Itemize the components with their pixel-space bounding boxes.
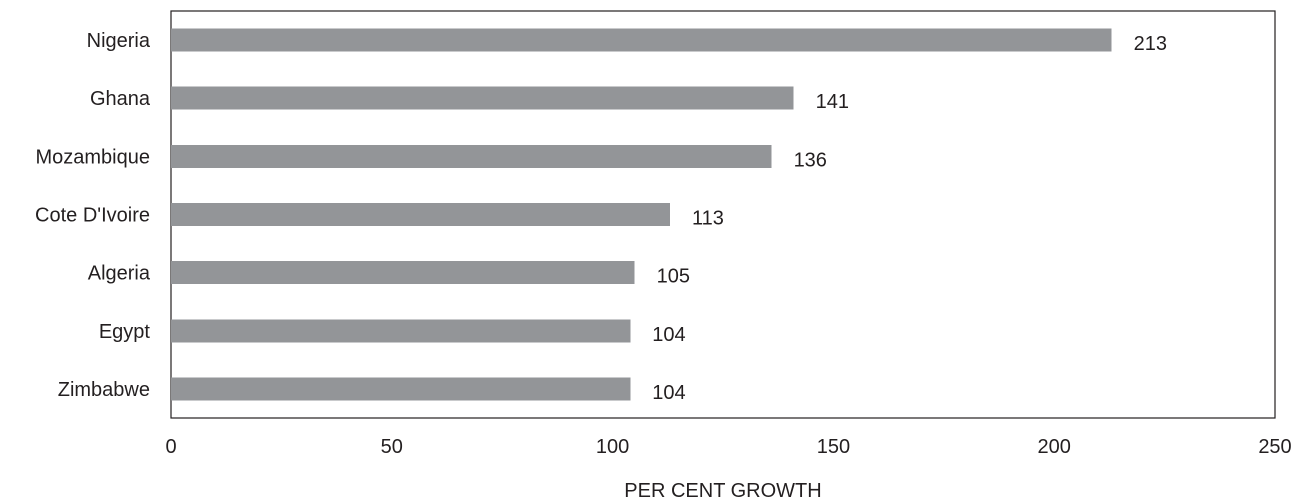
bars: [171, 28, 1112, 401]
data-label-zimbabwe: 104: [652, 382, 685, 404]
data-labels: 213 141 136 113 105 104 104: [652, 33, 1167, 404]
category-label-ghana: Ghana: [90, 88, 151, 110]
category-label-algeria: Algeria: [88, 263, 151, 285]
x-axis-tick-labels: 0 50 100 150 200 250: [165, 436, 1291, 458]
bar-algeria: [171, 261, 635, 285]
data-label-mozambique: 136: [794, 149, 827, 171]
data-label-ghana: 141: [816, 91, 849, 113]
x-tick-label-250: 250: [1258, 436, 1291, 458]
category-label-cote-d-ivoire: Cote D'Ivoire: [35, 205, 150, 227]
x-tick-label-50: 50: [381, 436, 403, 458]
data-label-nigeria: 213: [1134, 33, 1167, 55]
bar-nigeria: [171, 28, 1112, 52]
category-label-egypt: Egypt: [99, 321, 151, 343]
bar-egypt: [171, 319, 631, 343]
data-label-algeria: 105: [657, 266, 690, 288]
bar-cote-d-ivoire: [171, 203, 671, 226]
category-label-mozambique: Mozambique: [35, 146, 150, 168]
bar-zimbabwe: [171, 377, 631, 401]
bar-ghana: [171, 86, 794, 110]
x-tick-label-150: 150: [817, 436, 850, 458]
category-label-zimbabwe: Zimbabwe: [58, 379, 150, 401]
data-label-egypt: 104: [652, 324, 685, 346]
category-labels: Nigeria Ghana Mozambique Cote D'Ivoire Alger…: [35, 30, 151, 401]
x-tick-label-100: 100: [596, 436, 629, 458]
bar-mozambique: [171, 144, 772, 168]
x-tick-label-0: 0: [165, 436, 176, 458]
data-label-cote-d-ivoire: 113: [692, 208, 724, 230]
x-axis-title: PER CENT GROWTH: [624, 480, 821, 502]
category-label-nigeria: Nigeria: [87, 30, 151, 52]
x-tick-label-200: 200: [1038, 436, 1071, 458]
